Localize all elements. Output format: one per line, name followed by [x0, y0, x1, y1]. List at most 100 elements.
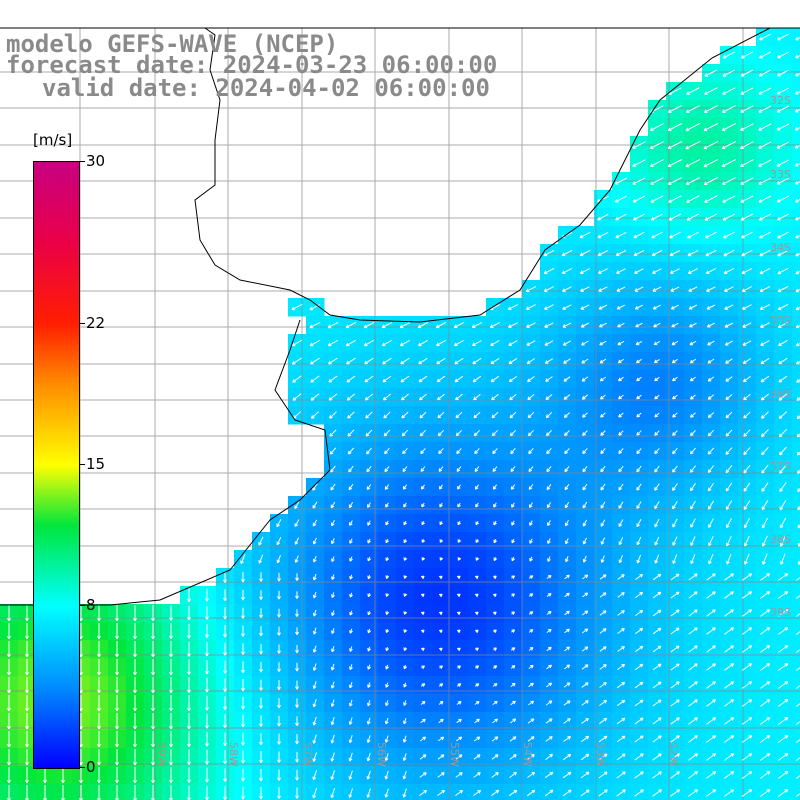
- wind-arrow: [349, 681, 353, 689]
- wind-speed-cell: [792, 784, 800, 800]
- wind-arrow: [455, 754, 463, 760]
- wind-arrow: [670, 699, 680, 707]
- wind-arrow: [795, 739, 800, 743]
- wind-arrow: [349, 574, 353, 580]
- wind-speed-cell: [792, 190, 800, 209]
- wind-arrow: [614, 177, 628, 185]
- wind-arrow: [777, 286, 789, 293]
- wind-arrow: [742, 663, 753, 671]
- wind-arrow: [581, 340, 589, 346]
- wind-arrow: [169, 785, 173, 800]
- wind-arrow: [777, 304, 789, 311]
- wind-arrow: [43, 767, 47, 784]
- wind-arrow: [403, 611, 408, 615]
- wind-arrow: [363, 322, 375, 329]
- wind-arrow: [438, 611, 443, 616]
- wind-arrow: [600, 483, 606, 491]
- wind-arrow: [689, 322, 697, 328]
- wind-arrow: [582, 519, 588, 527]
- wind-arrow: [759, 231, 771, 239]
- wind-arrow: [312, 681, 317, 690]
- wind-arrow: [151, 659, 155, 676]
- wind-arrow: [25, 659, 29, 676]
- wind-arrow: [474, 575, 479, 580]
- wind-arrow: [385, 593, 390, 597]
- wind-arrow: [761, 446, 769, 456]
- wind-arrow: [742, 375, 751, 383]
- wind-arrow: [564, 664, 571, 670]
- wind-arrow: [760, 573, 771, 581]
- wind-speed-cell: [792, 244, 800, 263]
- wind-arrow: [616, 789, 626, 797]
- wind-arrow: [582, 574, 589, 580]
- wind-arrow: [327, 321, 339, 329]
- wind-arrow: [511, 538, 515, 544]
- wind-speed-cell: [756, 784, 775, 800]
- longitude-label: 57W: [301, 742, 314, 767]
- wind-arrow: [690, 536, 696, 546]
- wind-arrow: [634, 771, 644, 779]
- wind-arrow: [582, 465, 588, 473]
- wind-arrow: [25, 605, 29, 622]
- wind-arrow: [544, 322, 554, 328]
- wind-arrow: [133, 641, 137, 658]
- wind-arrow: [598, 304, 608, 310]
- wind-arrow: [331, 519, 335, 527]
- wind-arrow: [259, 661, 263, 673]
- wind-arrow: [187, 677, 191, 694]
- wind-arrow: [331, 592, 335, 598]
- wind-arrow: [617, 646, 625, 652]
- wind-arrow: [25, 695, 29, 712]
- wind-arrow: [778, 428, 788, 438]
- wind-arrow: [491, 393, 499, 401]
- wind-arrow: [600, 448, 606, 455]
- wind-arrow: [435, 322, 447, 329]
- wind-arrow: [259, 679, 263, 691]
- wind-arrow: [364, 375, 374, 383]
- wind-arrow: [437, 772, 445, 778]
- wind-arrow: [187, 588, 191, 603]
- wind-arrow: [438, 448, 444, 455]
- wind-arrow: [797, 505, 800, 511]
- colorbar-tick-label: 30: [86, 152, 106, 170]
- wind-arrow: [706, 573, 716, 581]
- wind-arrow: [652, 286, 662, 292]
- wind-arrow: [223, 696, 227, 710]
- wind-arrow: [795, 721, 800, 725]
- wind-arrow: [472, 357, 482, 365]
- wind-arrow: [564, 430, 570, 436]
- wind-arrow: [741, 789, 753, 797]
- wind-arrow: [562, 286, 572, 292]
- wind-arrow: [597, 213, 609, 221]
- wind-arrow: [133, 713, 137, 730]
- wind-speed-cell: [792, 406, 800, 425]
- wind-arrow: [706, 609, 716, 617]
- wind-arrow: [546, 664, 552, 670]
- wind-speed-cell: [684, 784, 703, 800]
- lat-lon-grid: [0, 28, 800, 800]
- wind-arrow: [672, 554, 678, 564]
- wind-arrow: [562, 771, 572, 779]
- wind-arrow: [367, 520, 371, 526]
- wind-arrow: [367, 502, 371, 508]
- wind-arrow: [653, 358, 660, 364]
- wind-arrow: [420, 611, 425, 616]
- wind-arrow: [133, 677, 137, 694]
- wind-arrow: [491, 772, 499, 778]
- wind-arrow: [777, 51, 789, 59]
- wind-arrow: [654, 394, 660, 400]
- wind-arrow: [457, 520, 461, 526]
- wind-arrow: [526, 322, 536, 328]
- wind-arrow: [636, 448, 642, 455]
- wind-arrow: [742, 304, 752, 310]
- wind-arrow: [776, 141, 790, 149]
- wind-arrow: [776, 69, 789, 77]
- wind-arrow: [312, 770, 318, 781]
- wind-arrow: [453, 322, 465, 328]
- wind-arrow: [616, 735, 626, 743]
- wind-arrow: [295, 698, 299, 708]
- wind-arrow: [384, 735, 389, 743]
- wind-arrow: [563, 736, 571, 742]
- longitude-label: 55W: [448, 742, 461, 767]
